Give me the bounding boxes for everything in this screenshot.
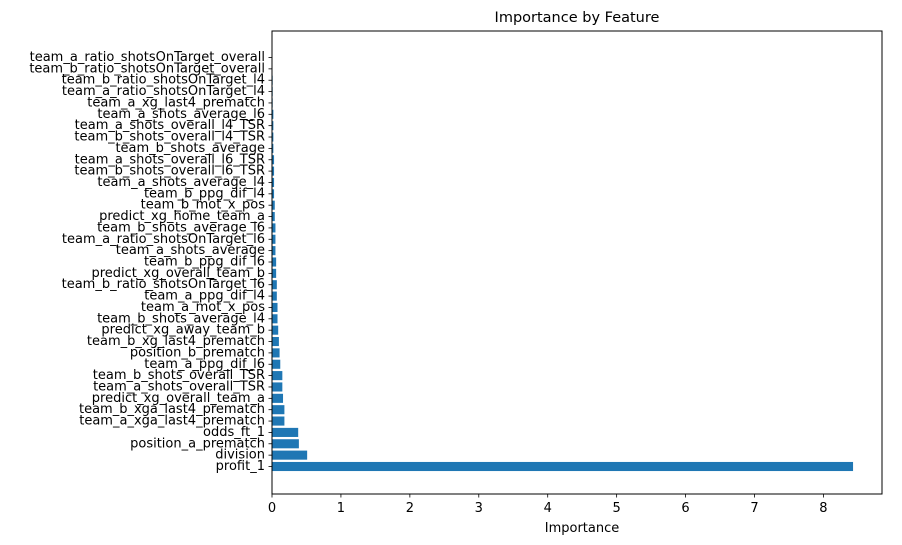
bar-team-a-shots-average	[272, 246, 276, 256]
bar-team-b-ppg-dif-l4	[272, 189, 275, 199]
bar-team-a-xga-last4-prematch	[272, 416, 285, 426]
y-tick-label: team_a_ratio_shotsOnTarget_overall	[30, 50, 265, 65]
y-tick-label: team_b_shots_overall_TSR	[93, 368, 265, 383]
bar-profit-1	[272, 461, 854, 472]
y-tick-label: predict_xg_away_team_b	[101, 323, 265, 338]
bar-predict-xg-overall-team-a	[272, 393, 284, 403]
y-tick-label: team_a_shots_overall_l4_TSR	[75, 118, 265, 133]
y-tick-label: predict_xg_overall_team_a	[92, 391, 265, 406]
y-tick-label: team_a_ratio_shotsOnTarget_l6	[62, 232, 265, 247]
x-tick-label: 6	[681, 501, 689, 516]
bar-team-a-shots-overall-tsr	[272, 382, 283, 392]
x-tick-label: 4	[544, 501, 552, 516]
y-tick-label: profit_1	[216, 459, 265, 474]
y-tick-label: team_b_mot_x_pos	[141, 198, 266, 213]
y-tick-label: team_b_shots_average_l4	[97, 311, 265, 326]
bar-team-a-shots-overall-l4-tsr	[272, 121, 274, 131]
bar-team-b-xga-last4-prematch	[272, 405, 285, 415]
x-tick-label: 3	[475, 501, 483, 516]
y-tick-label: team_a_ppg_dif_l6	[144, 357, 265, 372]
plot-frame	[271, 30, 883, 495]
y-tick-label: team_b_shots_overall_l6_TSR	[74, 164, 265, 179]
bar-team-a-shots-average-l6	[272, 109, 274, 119]
y-tick-label: predict_xg_home_team_a	[99, 209, 265, 224]
bar-team-b-shots-overall-l6-tsr	[272, 166, 275, 176]
y-axis-ticks: profit_1divisionposition_a_prematchodds_…	[29, 50, 272, 474]
y-tick-label: team_a_ratio_shotsOnTarget_l4	[62, 84, 265, 99]
y-tick-label: team_a_shots_average_l4	[97, 175, 265, 190]
y-tick-label: team_b_ratio_shotsOnTarget_l4	[62, 73, 265, 88]
y-tick-label: team_b_shots_average	[115, 141, 265, 156]
bar-team-b-shots-overall-tsr	[272, 371, 283, 381]
y-tick-label: team_b_ppg_dif_l4	[144, 186, 265, 201]
bar-predict-xg-overall-team-b	[272, 268, 277, 278]
y-tick-label: team_b_ratio_shotsOnTarget_l6	[62, 277, 265, 292]
y-tick-label: team_b_xg_last4_prematch	[87, 334, 265, 349]
y-tick-label: team_a_shots_average	[116, 243, 265, 258]
bar-team-b-shots-average	[272, 143, 274, 153]
y-tick-label: team_a_ppg_dif_l4	[144, 289, 265, 304]
bar-team-b-ppg-dif-l6	[272, 257, 277, 267]
x-tick-label: 8	[819, 501, 827, 516]
y-tick-label: team_b_ppg_dif_l6	[144, 255, 265, 270]
bar-odds-ft-1	[272, 427, 299, 437]
y-tick-label: team_a_shots_overall_TSR	[93, 379, 265, 394]
bar-team-b-mot-x-pos	[272, 200, 275, 210]
bar-position-a-prematch	[272, 439, 299, 449]
y-tick-label: team_a_shots_average_l6	[97, 107, 265, 122]
bar-team-b-xg-last4-prematch	[272, 336, 279, 347]
y-tick-label: team_b_shots_average_l6	[97, 220, 265, 235]
y-tick-label: team_b_xga_last4_prematch	[79, 402, 265, 417]
bar-team-b-shots-overall-l4-tsr	[272, 132, 274, 142]
y-tick-label: predict_xg_overall_team_b	[91, 266, 265, 281]
y-tick-label: position_a_prematch	[130, 436, 265, 451]
y-tick-label: team_a_xg_last4_prematch	[87, 95, 265, 110]
bar-team-b-ratio-shotsontarget-l6	[272, 280, 277, 290]
y-tick-label: odds_ft_1	[203, 425, 265, 440]
x-tick-label: 7	[750, 501, 758, 516]
bar-team-a-ppg-dif-l4	[272, 291, 277, 301]
bar-predict-xg-home-team-a	[272, 212, 275, 222]
y-tick-label: position_b_prematch	[130, 345, 265, 360]
bar-team-a-shots-overall-l6-tsr	[272, 155, 275, 165]
y-tick-label: team_b_shots_overall_l4_TSR	[74, 130, 265, 145]
bar-division	[272, 450, 308, 460]
x-tick-label: 1	[337, 501, 345, 516]
bar-team-a-mot-x-pos	[272, 302, 278, 312]
bar-team-a-shots-average-l4	[272, 177, 275, 188]
bar-team-b-shots-average-l6	[272, 223, 276, 233]
y-tick-label: team_a_xga_last4_prematch	[79, 414, 265, 429]
bar-team-a-ppg-dif-l6	[272, 359, 281, 369]
chart-title: Importance by Feature	[495, 10, 660, 26]
x-tick-label: 5	[612, 501, 620, 516]
y-tick-label: team_b_ratio_shotsOnTarget_overall	[29, 61, 265, 76]
bar-position-b-prematch	[272, 348, 280, 358]
bar-team-a-ratio-shotsontarget-l6	[272, 234, 276, 244]
x-tick-label: 0	[268, 501, 276, 516]
x-axis-ticks: 0 1 2 3 4 5 6 7 8	[268, 494, 828, 516]
y-tick-label: division	[215, 448, 265, 463]
y-tick-label: team_a_mot_x_pos	[141, 300, 265, 315]
bar-team-b-shots-average-l4	[272, 314, 278, 324]
x-axis-label: Importance	[545, 521, 620, 536]
bar-predict-xg-away-team-b	[272, 325, 279, 335]
y-tick-label: team_a_shots_overall_l6_TSR	[75, 152, 265, 167]
x-tick-label: 2	[406, 501, 414, 516]
bars-group	[272, 75, 854, 472]
